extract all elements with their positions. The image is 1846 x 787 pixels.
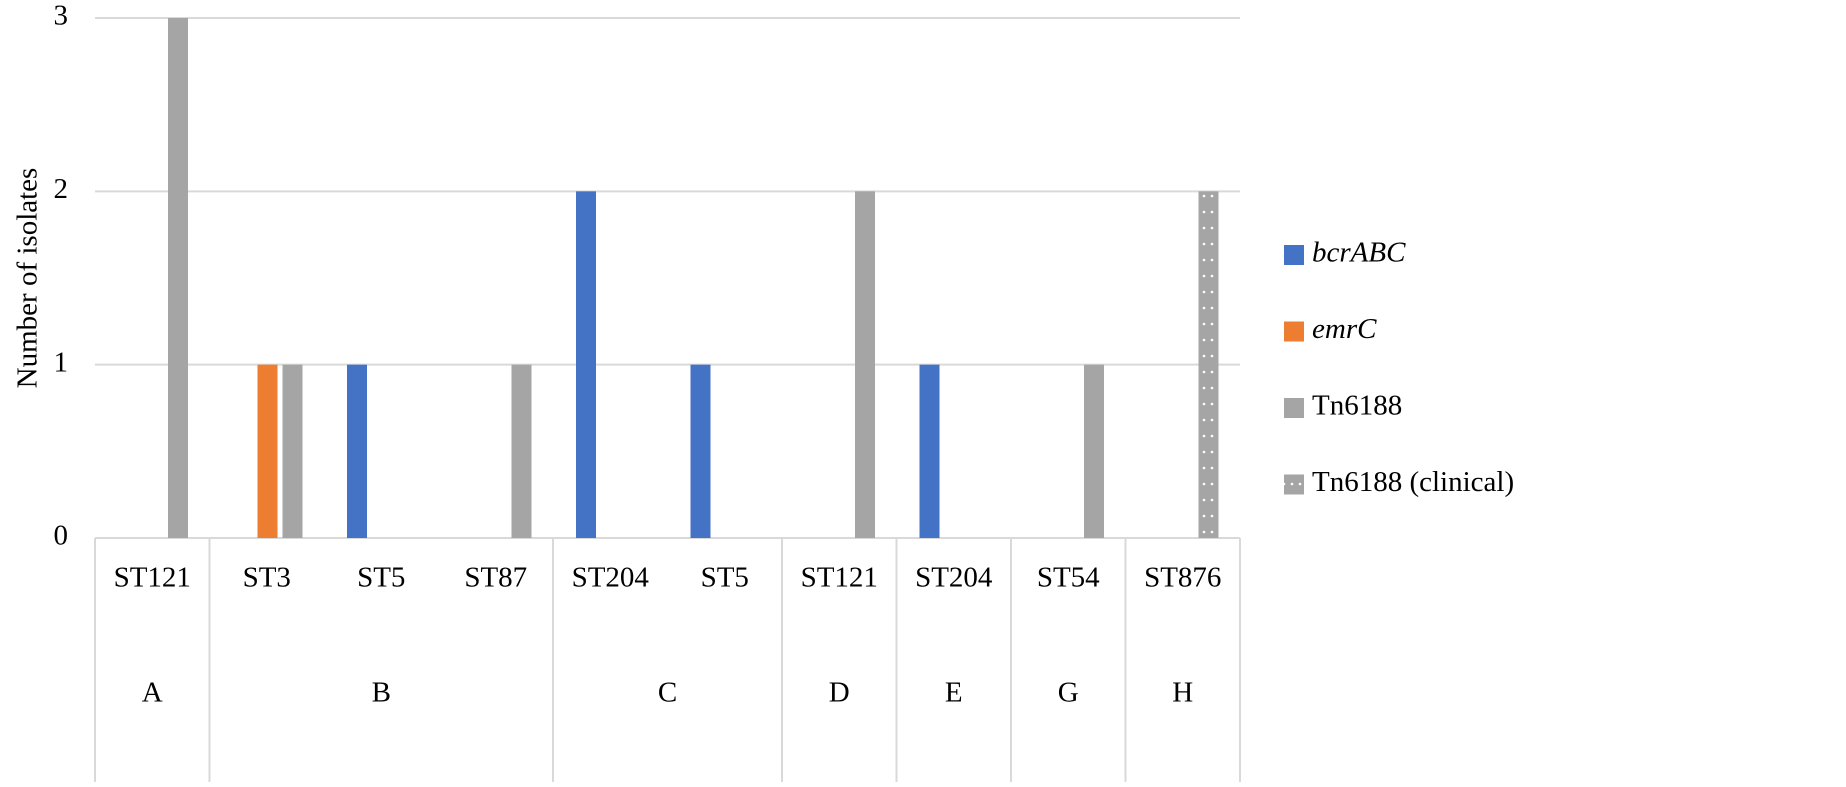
bar (347, 364, 367, 538)
legend-swatch (1284, 398, 1304, 418)
group-label: B (372, 677, 391, 709)
x-tick-label: ST3 (243, 562, 291, 594)
legend-label: bcrABC (1312, 237, 1406, 269)
bar (282, 364, 303, 538)
y-axis-label: Number of isolates (12, 168, 44, 389)
legend-swatch (1284, 245, 1304, 265)
x-tick-label: ST54 (1037, 562, 1100, 594)
group-label: C (658, 677, 677, 709)
bar (168, 18, 188, 538)
bar (919, 364, 940, 538)
bar (1198, 191, 1219, 539)
legend-swatch (1284, 474, 1304, 495)
y-tick-label: 2 (54, 173, 69, 205)
y-tick-label: 1 (54, 346, 69, 378)
bar (257, 364, 278, 538)
group-label: D (829, 677, 850, 709)
legend-label: emrC (1312, 313, 1377, 345)
bar (855, 191, 875, 539)
x-tick-label: ST204 (572, 562, 650, 594)
group-label: A (142, 677, 163, 709)
group-label: H (1172, 677, 1193, 709)
x-tick-label: ST204 (915, 562, 993, 594)
x-tick-label: ST87 (464, 562, 527, 594)
y-tick-label: 0 (54, 520, 69, 552)
y-tick-label: 3 (54, 0, 69, 32)
x-tick-label: ST121 (114, 562, 191, 594)
bar (1084, 364, 1104, 538)
group-label: G (1058, 677, 1079, 709)
x-tick-label: ST5 (357, 562, 405, 594)
legend-label: Tn6188 (1312, 390, 1402, 422)
bar (690, 364, 711, 538)
x-tick-label: ST876 (1144, 562, 1221, 594)
bar (576, 191, 596, 539)
x-tick-label: ST5 (701, 562, 749, 594)
legend-swatch (1284, 321, 1304, 342)
group-label: E (945, 677, 963, 709)
bar (511, 364, 532, 538)
legend-label: Tn6188 (clinical) (1312, 466, 1514, 498)
x-tick-label: ST121 (801, 562, 878, 594)
